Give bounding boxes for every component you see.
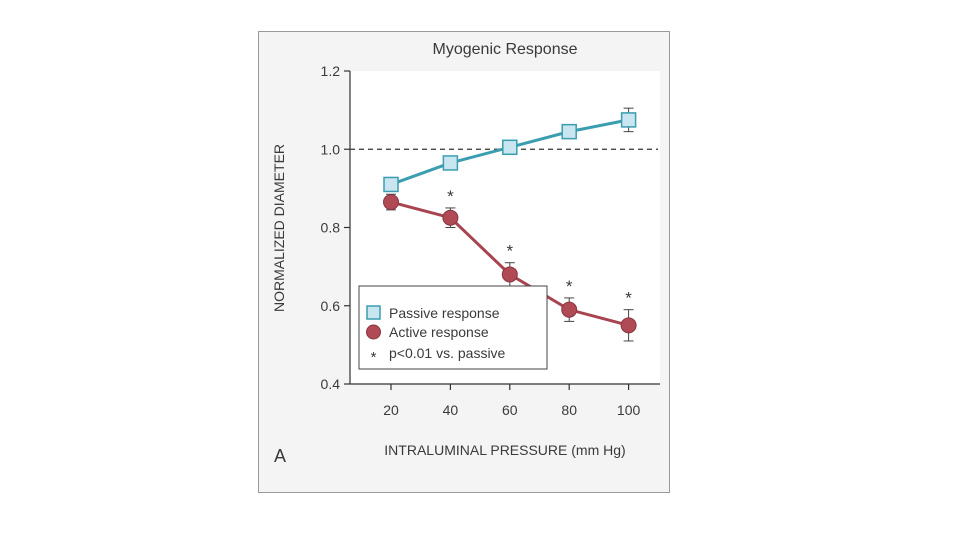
x-tick-label: 20 — [383, 402, 399, 418]
significance-asterisk: * — [625, 289, 632, 308]
legend: Passive response Active response * p<0.0… — [358, 285, 548, 370]
significance-asterisk: * — [566, 277, 573, 296]
legend-box — [358, 285, 548, 370]
significance-asterisk: * — [447, 187, 454, 206]
active-data-point — [442, 209, 459, 226]
x-axis-label: INTRALUMINAL PRESSURE (mm Hg) — [384, 442, 625, 458]
y-tick-label: 1.2 — [321, 63, 341, 79]
panel-label: A — [274, 446, 286, 466]
active-data-point — [383, 194, 399, 211]
significance-asterisk: * — [506, 242, 513, 261]
legend-active-marker — [366, 324, 381, 340]
myogenic-response-chart: Myogenic Response A INTRALUMINAL PRESSUR… — [271, 41, 660, 466]
passive-data-point — [442, 155, 459, 171]
x-tick-label: 100 — [617, 402, 641, 418]
x-tick-label: 40 — [443, 402, 459, 418]
legend-passive-marker — [366, 305, 381, 320]
passive-data-point — [383, 176, 399, 193]
legend-significance-label: p<0.01 vs. passive — [389, 345, 506, 361]
x-tick-label: 80 — [561, 402, 577, 418]
chart-title: Myogenic Response — [433, 41, 578, 58]
legend-passive-label: Passive response — [389, 305, 500, 321]
passive-data-point — [502, 139, 518, 156]
y-axis-label: NORMALIZED DIAMETER — [271, 144, 287, 312]
active-data-point — [561, 301, 578, 318]
y-tick-label: 0.6 — [321, 298, 341, 314]
y-tick-label: 1.0 — [321, 141, 341, 157]
active-data-point — [501, 266, 518, 283]
y-tick-label: 0.4 — [321, 376, 341, 392]
x-tick-label: 60 — [502, 402, 518, 418]
passive-data-point — [620, 112, 637, 128]
legend-active-label: Active response — [389, 324, 489, 340]
figure-panel: Myogenic Response A INTRALUMINAL PRESSUR… — [258, 31, 670, 493]
active-data-point — [620, 317, 637, 334]
passive-data-point — [561, 123, 577, 140]
y-tick-label: 0.8 — [321, 220, 341, 236]
legend-significance-symbol: * — [371, 349, 377, 366]
